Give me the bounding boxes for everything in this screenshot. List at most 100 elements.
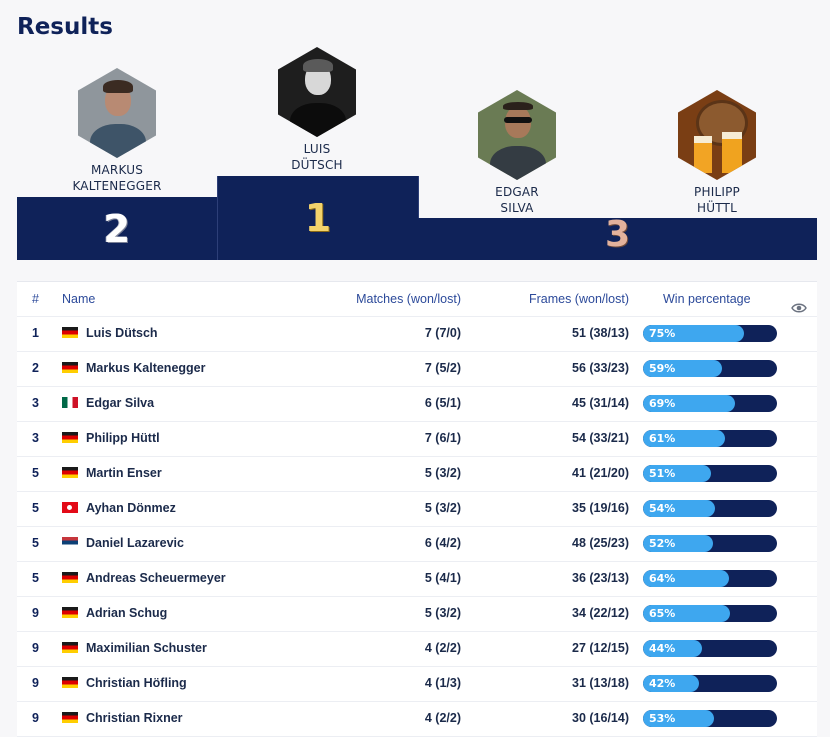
flag-de-icon (62, 642, 78, 654)
podium-player-name: MARKUS KALTENEGGER (72, 163, 162, 193)
frames-cell: 30 (16/14) (572, 711, 629, 725)
header-matches[interactable]: Matches (won/lost) (356, 292, 461, 306)
header-frames[interactable]: Frames (won/lost) (528, 292, 629, 306)
matches-cell: 6 (4/2) (424, 536, 461, 550)
player-name[interactable]: Edgar Silva (86, 396, 155, 411)
player-name[interactable]: Martin Enser (86, 466, 162, 481)
header-rank[interactable]: # (32, 292, 39, 306)
flag-de-icon (62, 572, 78, 584)
rank-cell: 9 (32, 606, 39, 620)
eye-icon[interactable] (791, 293, 807, 327)
header-win-percentage[interactable]: Win percentage (663, 292, 751, 306)
flag-de-icon (62, 677, 78, 689)
avatar (678, 90, 756, 180)
table-row[interactable]: 9 Maximilian Schuster 4 (2/2) 27 (12/15) 44% (17, 631, 817, 667)
table-row[interactable]: 3 Philipp Hüttl 7 (6/1) 54 (33/21) 61% (17, 421, 817, 457)
player-name[interactable]: Maximilian Schuster (86, 641, 207, 656)
flag-de-icon (62, 432, 78, 444)
win-percentage-fill: 69% (643, 395, 736, 412)
win-percentage-bar: 64% (643, 570, 777, 587)
win-percentage-fill: 65% (643, 605, 731, 622)
name-cell[interactable]: Luis Dütsch (62, 316, 158, 351)
player-name[interactable]: Ayhan Dönmez (86, 501, 176, 516)
player-name[interactable]: Philipp Hüttl (86, 431, 160, 446)
table-row[interactable]: 9 Christian Höfling 4 (1/3) 31 (13/18) 42% (17, 666, 817, 702)
matches-cell: 5 (3/2) (424, 466, 461, 480)
rank-cell: 9 (32, 676, 39, 690)
win-percentage-bar: 51% (643, 465, 777, 482)
name-cell[interactable]: Andreas Scheuermeyer (62, 561, 226, 596)
table-row[interactable]: 5 Daniel Lazarevic 6 (4/2) 48 (25/23) 52% (17, 526, 817, 562)
player-name[interactable]: Markus Kaltenegger (86, 361, 206, 376)
name-cell[interactable]: Ayhan Dönmez (62, 491, 176, 526)
player-name[interactable]: Adrian Schug (86, 606, 168, 621)
rank-cell: 5 (32, 571, 39, 585)
name-cell[interactable]: Adrian Schug (62, 596, 167, 631)
flag-de-icon (62, 712, 78, 724)
rank-cell: 5 (32, 501, 39, 515)
win-percentage-fill: 61% (643, 430, 725, 447)
win-percentage-bar: 42% (643, 675, 777, 692)
table-row[interactable]: 1 Luis Dütsch 7 (7/0) 51 (38/13) 75% (17, 316, 817, 352)
podium-player-third-b[interactable]: PHILIPP HÜTTL (637, 90, 797, 216)
player-name[interactable]: Luis Dütsch (86, 326, 158, 341)
matches-cell: 7 (5/2) (424, 361, 461, 375)
frames-cell: 45 (31/14) (572, 396, 629, 410)
name-cell[interactable]: Martin Enser (62, 456, 162, 491)
avatar (478, 90, 556, 180)
flag-de-icon (62, 607, 78, 619)
win-percentage-bar: 52% (643, 535, 777, 552)
podium-player-third-a[interactable]: EDGAR SILVA (437, 90, 597, 216)
avatar (278, 47, 356, 137)
rank-cell: 9 (32, 711, 39, 725)
matches-cell: 4 (2/2) (424, 711, 461, 725)
player-name[interactable]: Christian Höfling (86, 676, 187, 691)
win-percentage-fill: 64% (643, 570, 729, 587)
flag-rs-icon (62, 537, 78, 549)
name-cell[interactable]: Philipp Hüttl (62, 421, 160, 456)
win-percentage-bar: 69% (643, 395, 777, 412)
rank-cell: 2 (32, 361, 39, 375)
table-row[interactable]: 5 Ayhan Dönmez 5 (3/2) 35 (19/16) 54% (17, 491, 817, 527)
name-cell[interactable]: Christian Höfling (62, 666, 187, 701)
matches-cell: 4 (1/3) (424, 676, 461, 690)
podium-block-second: 2 (17, 197, 217, 260)
win-percentage-bar: 65% (643, 605, 777, 622)
table-row[interactable]: 5 Andreas Scheuermeyer 5 (4/1) 36 (23/13) 64… (17, 561, 817, 597)
win-percentage-bar: 59% (643, 360, 777, 377)
win-percentage-bar: 61% (643, 430, 777, 447)
player-name[interactable]: Christian Rixner (86, 711, 183, 726)
matches-cell: 7 (7/0) (424, 326, 461, 340)
name-cell[interactable]: Edgar Silva (62, 386, 154, 421)
results-table: # Name Matches (won/lost) Frames (won/lo… (17, 281, 817, 737)
name-cell[interactable]: Markus Kaltenegger (62, 351, 205, 386)
name-cell[interactable]: Christian Rixner (62, 701, 183, 736)
name-cell[interactable]: Daniel Lazarevic (62, 526, 184, 561)
player-name[interactable]: Daniel Lazarevic (86, 536, 184, 551)
podium-player-second[interactable]: MARKUS KALTENEGGER (37, 68, 197, 194)
table-row[interactable]: 5 Martin Enser 5 (3/2) 41 (21/20) 51% (17, 456, 817, 492)
rank-cell: 3 (32, 396, 39, 410)
header-name[interactable]: Name (62, 292, 96, 306)
win-percentage-fill: 54% (643, 500, 716, 517)
table-row[interactable]: 9 Christian Rixner 4 (2/2) 30 (16/14) 53% (17, 701, 817, 737)
table-row[interactable]: 9 Adrian Schug 5 (3/2) 34 (22/12) 65% (17, 596, 817, 632)
frames-cell: 56 (33/23) (572, 361, 629, 375)
flag-de-icon (62, 467, 78, 479)
table-row[interactable]: 3 Edgar Silva 6 (5/1) 45 (31/14) 69% (17, 386, 817, 422)
frames-cell: 54 (33/21) (572, 431, 629, 445)
podium-player-name: PHILIPP HÜTTL (694, 185, 740, 215)
table-row[interactable]: 2 Markus Kaltenegger 7 (5/2) 56 (33/23) 59% (17, 351, 817, 387)
win-percentage-bar: 44% (643, 640, 777, 657)
frames-cell: 31 (13/18) (572, 676, 629, 690)
name-cell[interactable]: Maximilian Schuster (62, 631, 207, 666)
flag-tr-icon (62, 502, 78, 514)
podium-block-first: 1 (217, 176, 419, 260)
frames-cell: 41 (21/20) (572, 466, 629, 480)
player-name[interactable]: Andreas Scheuermeyer (86, 571, 226, 586)
podium-player-first[interactable]: LUIS DÜTSCH (237, 47, 397, 173)
page-title: Results (17, 14, 113, 40)
matches-cell: 4 (2/2) (424, 641, 461, 655)
win-percentage-fill: 59% (643, 360, 723, 377)
rank-cell: 1 (32, 326, 39, 340)
